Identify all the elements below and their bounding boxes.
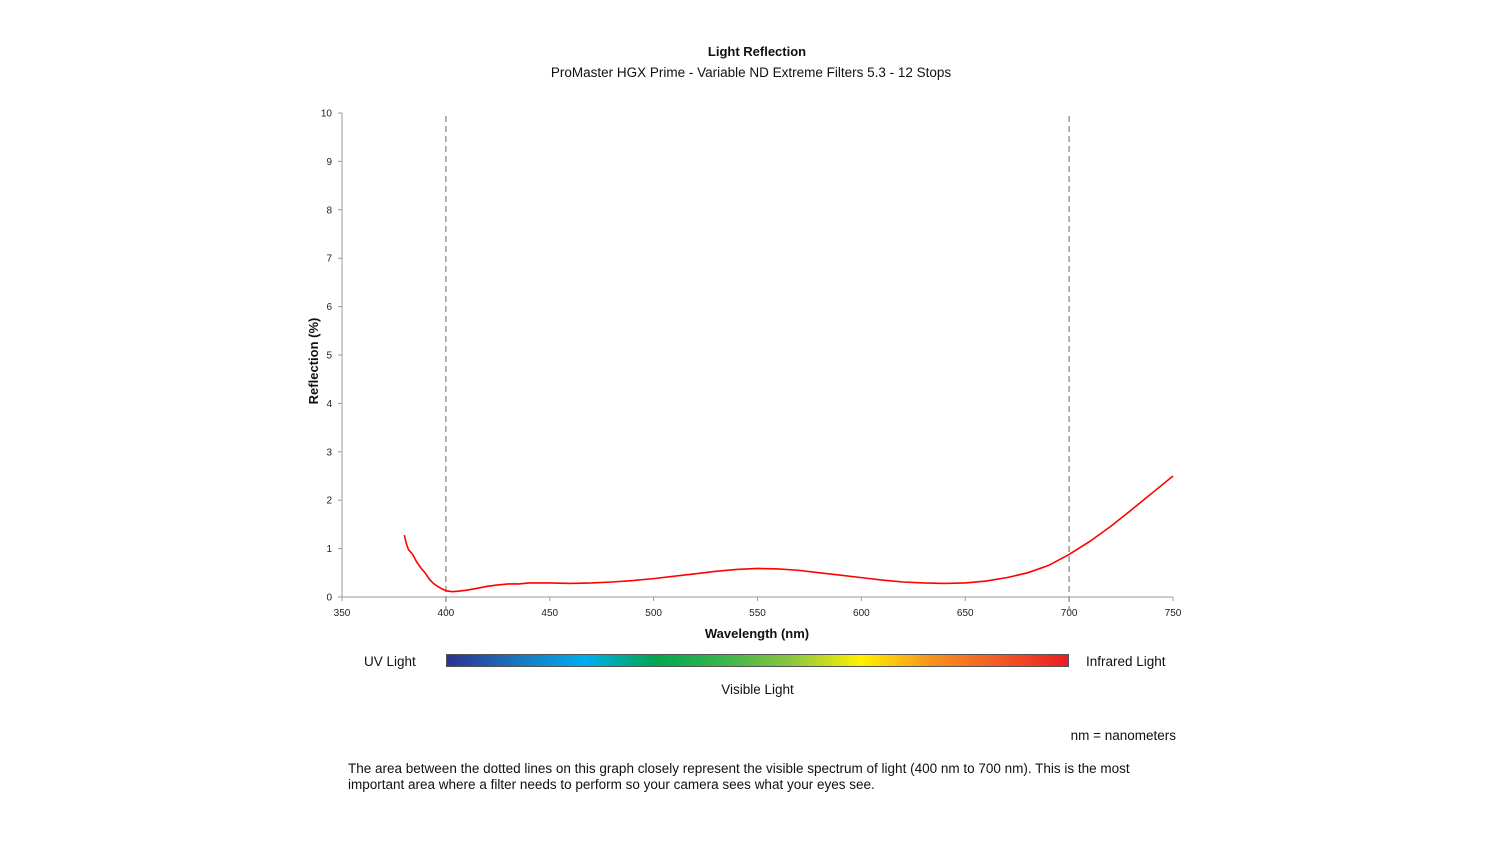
x-tick-label: 650 [957,608,974,619]
y-tick-label: 10 [321,109,333,120]
x-tick-label: 450 [541,608,558,619]
y-tick-label: 4 [326,399,332,410]
units-note: nm = nanometers [1070,728,1176,743]
y-tick-label: 7 [326,254,332,265]
y-axis-title: Reflection (%) [306,318,321,405]
y-tick-label: 3 [326,447,332,458]
visible-light-label: Visible Light [721,682,794,697]
uv-light-label: UV Light [364,654,416,669]
reference-lines [445,116,1070,611]
y-tick-label: 5 [326,351,332,362]
y-tick-label: 8 [326,205,332,216]
chart-ticks: 0 1 2 3 4 5 6 7 8 9 10 350 400 450 500 550 600 650 700 750 [321,109,1182,620]
explanation-text: The area between the dotted lines on thi… [348,761,1130,792]
x-tick-label: 400 [438,608,455,619]
infrared-light-label: Infrared Light [1086,654,1166,669]
x-tick-label: 700 [1061,608,1078,619]
x-tick-label: 500 [645,608,662,619]
x-tick-label: 750 [1165,608,1182,619]
x-axis-title: Wavelength (nm) [705,626,809,641]
x-tick-label: 600 [853,608,870,619]
y-tick-label: 1 [326,544,332,555]
x-tick-label: 550 [749,608,766,619]
y-tick-label: 9 [326,157,332,168]
chart-axes [341,113,1173,598]
reflection-series-line [403,475,1174,593]
y-tick-label: 0 [326,593,332,604]
y-tick-label: 6 [326,302,332,313]
chart-title: Light Reflection [707,44,807,59]
visible-spectrum-bar [446,654,1069,667]
x-tick-label: 350 [334,608,351,619]
chart-subtitle: ProMaster HGX Prime - Variable ND Extrem… [550,65,952,80]
y-tick-label: 2 [326,496,332,507]
